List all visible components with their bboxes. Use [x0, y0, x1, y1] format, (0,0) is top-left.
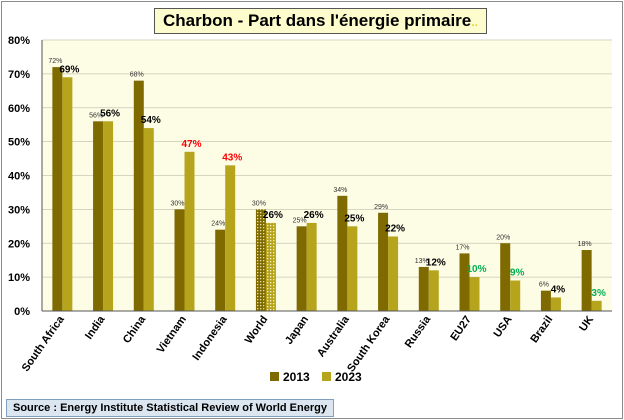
- x-tick-label: World: [243, 314, 271, 346]
- bars-group: [52, 67, 602, 312]
- bar-2013: [581, 250, 592, 311]
- legend-swatch: [322, 372, 331, 381]
- data-label-2013: 29%: [374, 204, 388, 211]
- bar-2013: [215, 229, 226, 311]
- bar-2023: [388, 236, 399, 311]
- x-tick-label: UK: [577, 314, 596, 334]
- data-label-2023: 54%: [141, 115, 161, 126]
- bar-2023: [306, 222, 317, 311]
- data-label-2013: 13%: [415, 258, 429, 265]
- x-tick-label: Japan: [283, 314, 311, 347]
- legend-label: 2023: [335, 370, 362, 384]
- data-label-2013: 30%: [170, 200, 184, 207]
- data-label-2013: 72%: [48, 58, 62, 65]
- bar-2013: [378, 212, 389, 311]
- y-tick-label: 10%: [8, 272, 30, 284]
- chart-title-suffix: ..: [471, 15, 478, 29]
- data-label-2013: 18%: [578, 241, 592, 248]
- bar-2023: [62, 77, 73, 311]
- y-tick-label: 40%: [8, 171, 30, 183]
- chart-title-text: Charbon - Part dans l'énergie primaire: [163, 11, 472, 30]
- bar-2013: [337, 195, 348, 311]
- data-label-2023: 22%: [385, 223, 405, 234]
- bar-2013: [296, 226, 307, 311]
- data-label-2023: 12%: [426, 257, 446, 268]
- y-tick-label: 50%: [8, 137, 30, 149]
- chart-title: Charbon - Part dans l'énergie primaire..: [154, 8, 487, 34]
- bar-2013: [93, 121, 104, 311]
- legend: 2013 2023: [270, 370, 362, 384]
- bar-2013: [540, 290, 551, 311]
- bar-2023: [591, 300, 602, 311]
- bar-2023: [225, 165, 236, 311]
- y-tick-label: 30%: [8, 204, 30, 216]
- bar-2023: [510, 280, 521, 311]
- bar-2023: [550, 297, 561, 311]
- data-label-2023: 9%: [510, 268, 525, 279]
- legend-swatch: [270, 372, 279, 381]
- y-tick-label: 60%: [8, 103, 30, 115]
- x-tick-label: Australia: [315, 313, 352, 359]
- bar-2023: [428, 270, 439, 311]
- data-label-2013: 24%: [211, 221, 225, 228]
- bar-2023: [184, 151, 195, 311]
- data-label-2023: 69%: [59, 64, 79, 75]
- y-tick-label: 0%: [14, 306, 30, 318]
- bar-2023: [347, 226, 358, 311]
- y-tick-label: 20%: [8, 238, 30, 250]
- data-label-2023: 25%: [344, 213, 364, 224]
- data-label-2023: 4%: [551, 284, 566, 295]
- data-label-2013: 30%: [252, 200, 266, 207]
- y-tick-label: 70%: [8, 69, 30, 81]
- data-label-2023: 43%: [222, 152, 242, 163]
- bar-2013: [459, 253, 470, 311]
- bar-2013: [418, 266, 429, 311]
- x-tick-label: Vietnam: [155, 314, 189, 356]
- x-tick-label: Indonesia: [190, 313, 230, 363]
- x-tick-label: India: [83, 313, 108, 342]
- data-label-2023: 47%: [181, 139, 201, 150]
- x-tick-label: China: [121, 313, 149, 346]
- y-axis: 0% 10% 20% 30% 40% 50% 60% 70% 80%: [8, 35, 43, 318]
- data-label-2013: 34%: [333, 187, 347, 194]
- data-label-2013: 6%: [539, 282, 549, 289]
- bar-2013: [52, 67, 63, 311]
- data-label-2023: 10%: [466, 264, 486, 275]
- data-label-2023: 26%: [263, 210, 283, 221]
- data-label-2023: 56%: [100, 108, 120, 119]
- x-tick-label: South Africa: [20, 313, 68, 374]
- x-tick-label: Brazil: [528, 314, 555, 345]
- data-label-2023: 26%: [304, 210, 324, 221]
- x-tick-label: EU27: [448, 314, 474, 343]
- data-label-2013: 17%: [455, 244, 469, 251]
- x-tick-label: USA: [492, 314, 515, 340]
- bar-2013: [174, 209, 185, 311]
- data-label-2023: 3%: [591, 288, 606, 299]
- bar-2023: [265, 222, 276, 311]
- data-label-2013: 25%: [293, 217, 307, 224]
- bar-2023: [469, 277, 480, 311]
- legend-label: 2013: [283, 370, 310, 384]
- x-tick-label: South Korea: [345, 313, 393, 374]
- bar-2013: [133, 80, 144, 312]
- bar-2013: [255, 209, 266, 311]
- x-tick-label: Russia: [403, 313, 434, 350]
- data-labels-group: 72%69%56%56%68%54%30%47%24%43%30%26% 25%2…: [48, 58, 606, 299]
- data-label-2013: 20%: [496, 234, 510, 241]
- bar-2023: [103, 121, 114, 311]
- bar-2023: [143, 128, 154, 311]
- y-tick-label: 80%: [8, 35, 30, 47]
- source-note: Source : Energy Institute Statistical Re…: [6, 399, 334, 417]
- data-label-2013: 68%: [130, 72, 144, 79]
- bar-2013: [500, 243, 511, 311]
- x-axis: South Africa India China Vietnam Indonesia Wo…: [20, 310, 612, 374]
- data-label-2013: 56%: [89, 112, 103, 119]
